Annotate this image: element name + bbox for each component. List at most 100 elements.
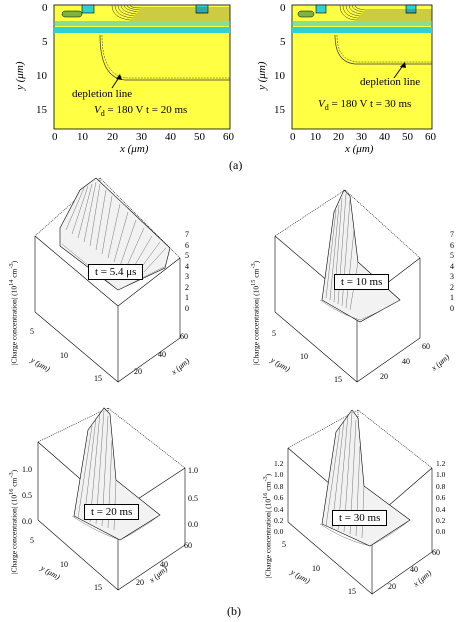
panel-b2-ztick-2: 2 xyxy=(450,282,454,292)
panel-b4-ztick-l5: 1.0 xyxy=(274,470,284,480)
panel-b3-ztick-0-left: 0.0 xyxy=(22,517,32,526)
panel-a2-gate xyxy=(315,4,327,14)
panel-b1-ztick-4: 4 xyxy=(185,261,189,271)
panel-a1-top-band xyxy=(54,21,230,26)
panel-a2-xtick-3: 30 xyxy=(356,131,367,143)
panel-b1-ztick-7: 7 xyxy=(185,230,189,239)
panel-b2-zlabel-unit: cm xyxy=(251,268,261,278)
panel-b2-ytick-0: 5 xyxy=(272,329,276,338)
panel-a2-xtick-5: 50 xyxy=(402,131,413,143)
panel-a1-ytick-3: 15 xyxy=(36,104,47,116)
panel-b1-zlabel-unit: cm xyxy=(9,268,19,278)
panel-b2-ztick-7: 7 xyxy=(450,230,454,239)
panel-a1-xtick-3: 30 xyxy=(136,131,147,143)
panel-a1-ylabel: y (μm) xyxy=(14,61,26,90)
panel-a2-ytick-0: 0 xyxy=(280,2,286,14)
panel-b4-ztick-l0: 0.0 xyxy=(274,527,284,537)
panel-a2-arrowhead xyxy=(400,62,406,68)
panel-a1-condition-v: V xyxy=(94,104,101,116)
panel-b1-ztick-2: 2 xyxy=(185,282,189,292)
panel-b2-ztick-6: 6 xyxy=(450,240,454,250)
panel-b4-xtick-1: 40 xyxy=(410,565,418,574)
panel-b2-zlabel-unit-exp: -3 xyxy=(250,263,257,269)
panel-a2-xlabel: x (μm) xyxy=(345,143,374,155)
panel-b1-zlabel-text: |Charge concentration| (10 xyxy=(9,285,19,365)
panel-b4-zticks-left: 1.2 1.0 0.8 0.6 0.4 0.2 0.0 xyxy=(274,458,283,538)
panel-b4-ztick-l6: 1.2 xyxy=(274,459,284,468)
panel-a2-pwell xyxy=(297,10,315,18)
panel-a2-drain xyxy=(405,4,417,14)
panel-b4-zticks-right: 1.2 1.0 0.8 0.6 0.4 0.2 0.0 xyxy=(436,458,445,538)
panel-b1-ztick-6: 6 xyxy=(185,240,189,250)
panel-a1-pwell xyxy=(61,10,83,18)
panel-b3-ytick-0: 5 xyxy=(30,536,34,545)
panel-b3-zlabel-text: |Charge concentration| (10 xyxy=(9,494,19,574)
panel-a2-ytick-2: 10 xyxy=(274,70,285,82)
panel-b4-ztick-l3: 0.6 xyxy=(274,493,284,503)
panel-a2-oxide-band xyxy=(292,27,432,33)
panel-b3-zlabel-exp: 16 xyxy=(8,488,15,495)
panel-b1-zticks: 7 6 5 4 3 2 1 0 xyxy=(185,230,189,314)
panel-a2-xtick-4: 40 xyxy=(379,131,390,143)
panel-a1-ytick-2: 10 xyxy=(36,70,47,82)
panel-b2-ztick-0: 0 xyxy=(450,303,454,313)
panel-a1 xyxy=(53,4,231,130)
panel-b2-ztick-5: 5 xyxy=(450,251,454,260)
panel-b3-ztick-2-left: 1.0 xyxy=(22,465,32,474)
panel-b4-ztick-r5: 1.0 xyxy=(436,470,446,480)
panel-b1-box xyxy=(34,235,181,383)
panel-b4-ztick-l2: 0.4 xyxy=(274,504,284,514)
panel-a2-ytick-1: 5 xyxy=(280,36,286,48)
panel-a2-xtick-0: 0 xyxy=(290,131,296,143)
panel-b3-xtick-1: 40 xyxy=(160,560,168,569)
panel-a1-annotation: depletion line xyxy=(72,88,133,100)
panel-b4-ztick-l1: 0.2 xyxy=(274,516,284,526)
panel-b3-ztick-1-left: 0.5 xyxy=(22,491,32,500)
panel-b3-xtick-2: 60 xyxy=(184,541,192,550)
panel-b1-mesh xyxy=(61,181,167,291)
panel-a2-ytick-3: 15 xyxy=(274,104,285,116)
panel-b1-xtick-0: 20 xyxy=(134,367,142,376)
panel-a1-xtick-1: 10 xyxy=(77,131,88,143)
panel-b1 xyxy=(34,177,181,383)
panel-a2-annotation: depletion line xyxy=(360,76,421,88)
panel-b4-ztick-r4: 0.8 xyxy=(436,481,446,491)
panel-b2-ztick-4: 4 xyxy=(450,261,454,271)
panel-a1-field-lines xyxy=(99,4,230,81)
panel-b2-xtick-1: 40 xyxy=(402,357,410,366)
panel-b1-xtick-1: 40 xyxy=(158,350,166,359)
panel-a2-condition-v: V xyxy=(318,98,325,110)
panel-b2-zticks: 7 6 5 4 3 2 1 0 xyxy=(450,230,454,314)
panel-b3-xtick-0: 20 xyxy=(136,578,144,587)
panel-b1-zlabel-unit-exp: -3 xyxy=(8,263,15,269)
panel-a1-condition-text: = 180 V t = 20 ms xyxy=(104,104,188,116)
panel-b3-zlabel-unit-exp: -3 xyxy=(8,472,15,478)
panel-b1-ztick-5: 5 xyxy=(185,251,189,260)
panel-b4-mesh xyxy=(319,411,411,547)
panel-b3-mesh xyxy=(71,409,161,541)
panel-b3-ztick-1-right: 0.5 xyxy=(188,494,198,503)
panel-a1-xtick-4: 40 xyxy=(165,131,176,143)
panel-b1-surface-top xyxy=(59,177,171,291)
panel-b1-ztick-3: 3 xyxy=(185,272,189,281)
part-b-label: (b) xyxy=(227,604,241,618)
panel-b4-ztick-r0: 0.0 xyxy=(436,527,446,537)
panel-b2-zlabel: |Charge concentration| (1015 cm-3) xyxy=(250,260,261,365)
panel-b3-ztick-2-right: 1.0 xyxy=(188,466,198,475)
panel-b1-ztick-1: 1 xyxy=(185,293,189,302)
panel-a1-xtick-2: 20 xyxy=(107,131,118,143)
panel-b2-zlabel-text: |Charge concentration| (10 xyxy=(251,285,261,365)
panel-b4-zlabel-text: |Charge concentration| (10 xyxy=(263,498,273,578)
panel-a1-arrowhead xyxy=(116,74,122,80)
panel-a2-condition: Vd = 180 V t = 30 ms xyxy=(318,98,411,112)
panel-b2-ztick-3: 3 xyxy=(450,272,454,281)
panel-b2-xtick-0: 20 xyxy=(380,372,388,381)
panel-b4-ytick-1: 10 xyxy=(312,564,320,573)
panel-b1-ytick-1: 10 xyxy=(60,351,68,360)
panel-b1-ytick-2: 15 xyxy=(94,374,102,383)
panel-b2-ytick-2: 15 xyxy=(334,375,342,384)
panel-a1-drain xyxy=(195,4,209,14)
panel-b2-box xyxy=(274,235,421,383)
panel-a2 xyxy=(291,4,433,130)
panel-b4-xtick-2: 60 xyxy=(432,548,440,557)
